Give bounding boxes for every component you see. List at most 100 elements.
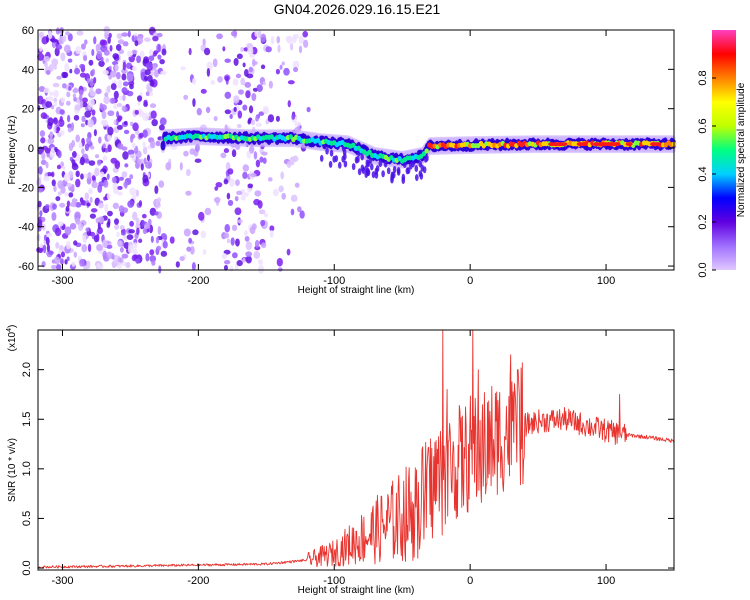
spectrogram-noise-cell [245,90,251,99]
spectrogram-noise-cell [298,45,303,54]
spectrogram-noise-cell [292,60,300,69]
snr-plot-area [38,330,674,570]
spectrogram-noise-cell [281,61,285,66]
spectrogram-noise-cell [298,35,305,45]
spectrogram-noise-cell [157,197,162,203]
spectrogram-noise-cell [156,32,163,38]
spectrogram-noise-cell [113,90,119,100]
spectrogram-noise-cell [101,110,107,120]
spectrogram-noise-cell [111,260,119,268]
spectrogram-noise-cell [224,58,231,63]
spectrogram-noise-cell [84,192,89,201]
spectrogram-noise-cell [84,143,90,152]
spectrogram-noise-cell [255,122,262,127]
spectrogram-noise-cell [245,241,252,251]
snr-y-tick-label: 1.5 [21,412,33,427]
spectrogram-noise-cell [257,200,263,209]
spectrogram-noise-cell [97,221,101,230]
spectrogram-noise-cell [145,62,153,70]
spectrogram-noise-cell [75,170,80,178]
spectrogram-noise-cell [244,81,252,88]
spectrogram-noise-cell [183,150,189,157]
spectrogram-noise-cell [251,58,256,67]
spectrogram-noise-cell [106,173,110,180]
spectrogram-noise-cell [260,64,266,70]
snr-x-tick-label: -300 [51,575,73,587]
spectrogram-noise-cell [169,236,175,244]
spectrogram-drip-cell [378,160,383,168]
spectrogram-noise-cell [100,119,108,125]
spectrogram-noise-cell [267,177,273,182]
spectrogram-noise-cell [290,208,295,216]
spectrogram-noise-cell [287,100,292,108]
spectrogram-noise-cell [77,222,84,231]
spectrogram-noise-cell [143,99,148,105]
spectrogram-noise-cell [37,200,42,208]
spectrogram-noise-cell [257,30,262,39]
spectrogram-noise-cell [139,50,145,59]
spectrogram-noise-cell [113,119,117,126]
spectrogram-noise-cell [229,113,233,120]
spectrogram-noise-cell [71,261,76,267]
spectrogram-noise-cell [294,182,300,188]
spectrogram-noise-cell [133,242,138,249]
spectrogram-noise-cell [134,109,139,115]
spectrogram-noise-cell [262,81,266,86]
spectrogram-noise-cell [94,167,100,177]
spectrogram-drip-cell [396,168,401,176]
spectrogram-noise-cell [287,80,295,85]
spectrogram-noise-cell [117,39,125,45]
spectrogram-noise-cell [153,50,159,55]
spectrogram-noise-cell [89,196,93,204]
spectrogram-noise-cell [45,204,50,209]
spectrogram-noise-cell [222,46,226,52]
spectrogram-noise-cell [131,142,136,149]
spectrogram-noise-cell [80,43,86,50]
spectrogram-noise-cell [278,185,284,193]
spectrogram-noise-cell [229,266,234,272]
spectrogram-noise-cell [150,235,154,243]
spectrogram-noise-cell [39,243,43,249]
spectrogram-noise-cell [106,221,111,228]
spectrogram-noise-cell [53,101,58,107]
spectrogram-drip-cell [343,153,347,161]
spectrogram-x-label: Height of straight line (km) [298,285,415,296]
spectrogram-noise-cell [254,239,260,248]
spectrogram-noise-cell [61,71,67,79]
spectrogram-noise-cell [62,165,66,171]
snr-x-tick-label: 0 [467,575,473,587]
spectrogram-noise-cell [79,93,83,102]
colorbar: 0.0 0.2 0.4 0.6 0.8 Normalized spectral ampl… [697,30,747,278]
spectrogram-peak-cell [560,142,568,147]
spectrogram-noise-cell [149,79,155,87]
spectrogram-noise-cell [113,103,119,109]
spectrogram-noise-cell [75,217,81,225]
spectrogram-noise-cell [97,184,103,193]
spectrogram-noise-cell [276,35,281,44]
spectrogram-noise-cell [141,213,147,219]
spectrogram-noise-cell [144,37,151,42]
spectrogram-noise-cell [150,70,154,77]
spectrogram-noise-cell [66,182,72,188]
spectrogram-noise-cell [159,117,167,126]
spectrogram-noise-cell [91,181,98,189]
snr-multiplier-close: ) [7,325,18,328]
spectrogram-drip-cell [420,164,425,172]
spectrogram-drip-cell [364,165,368,173]
spectrogram-noise-cell [57,119,65,128]
spectrogram-noise-cell [254,190,262,197]
spectrogram-noise-cell [233,95,240,104]
spectrogram-noise-cell [240,195,246,201]
spectrogram-noise-cell [78,141,83,149]
spectrogram-noise-cell [234,207,242,216]
spectrogram-drip-cell [329,149,334,157]
spectrogram-noise-cell [138,132,144,139]
spectrogram-noise-cell [236,190,243,196]
spectrogram-noise-cell [65,100,71,106]
spectrogram-noise-cell [126,90,134,97]
spectrogram-noise-cell [44,147,52,154]
spectrogram-noise-cell [67,127,72,133]
spectrogram-noise-cell [55,27,60,35]
spectrogram-noise-cell [122,81,129,87]
spectrogram-noise-cell [117,240,123,248]
